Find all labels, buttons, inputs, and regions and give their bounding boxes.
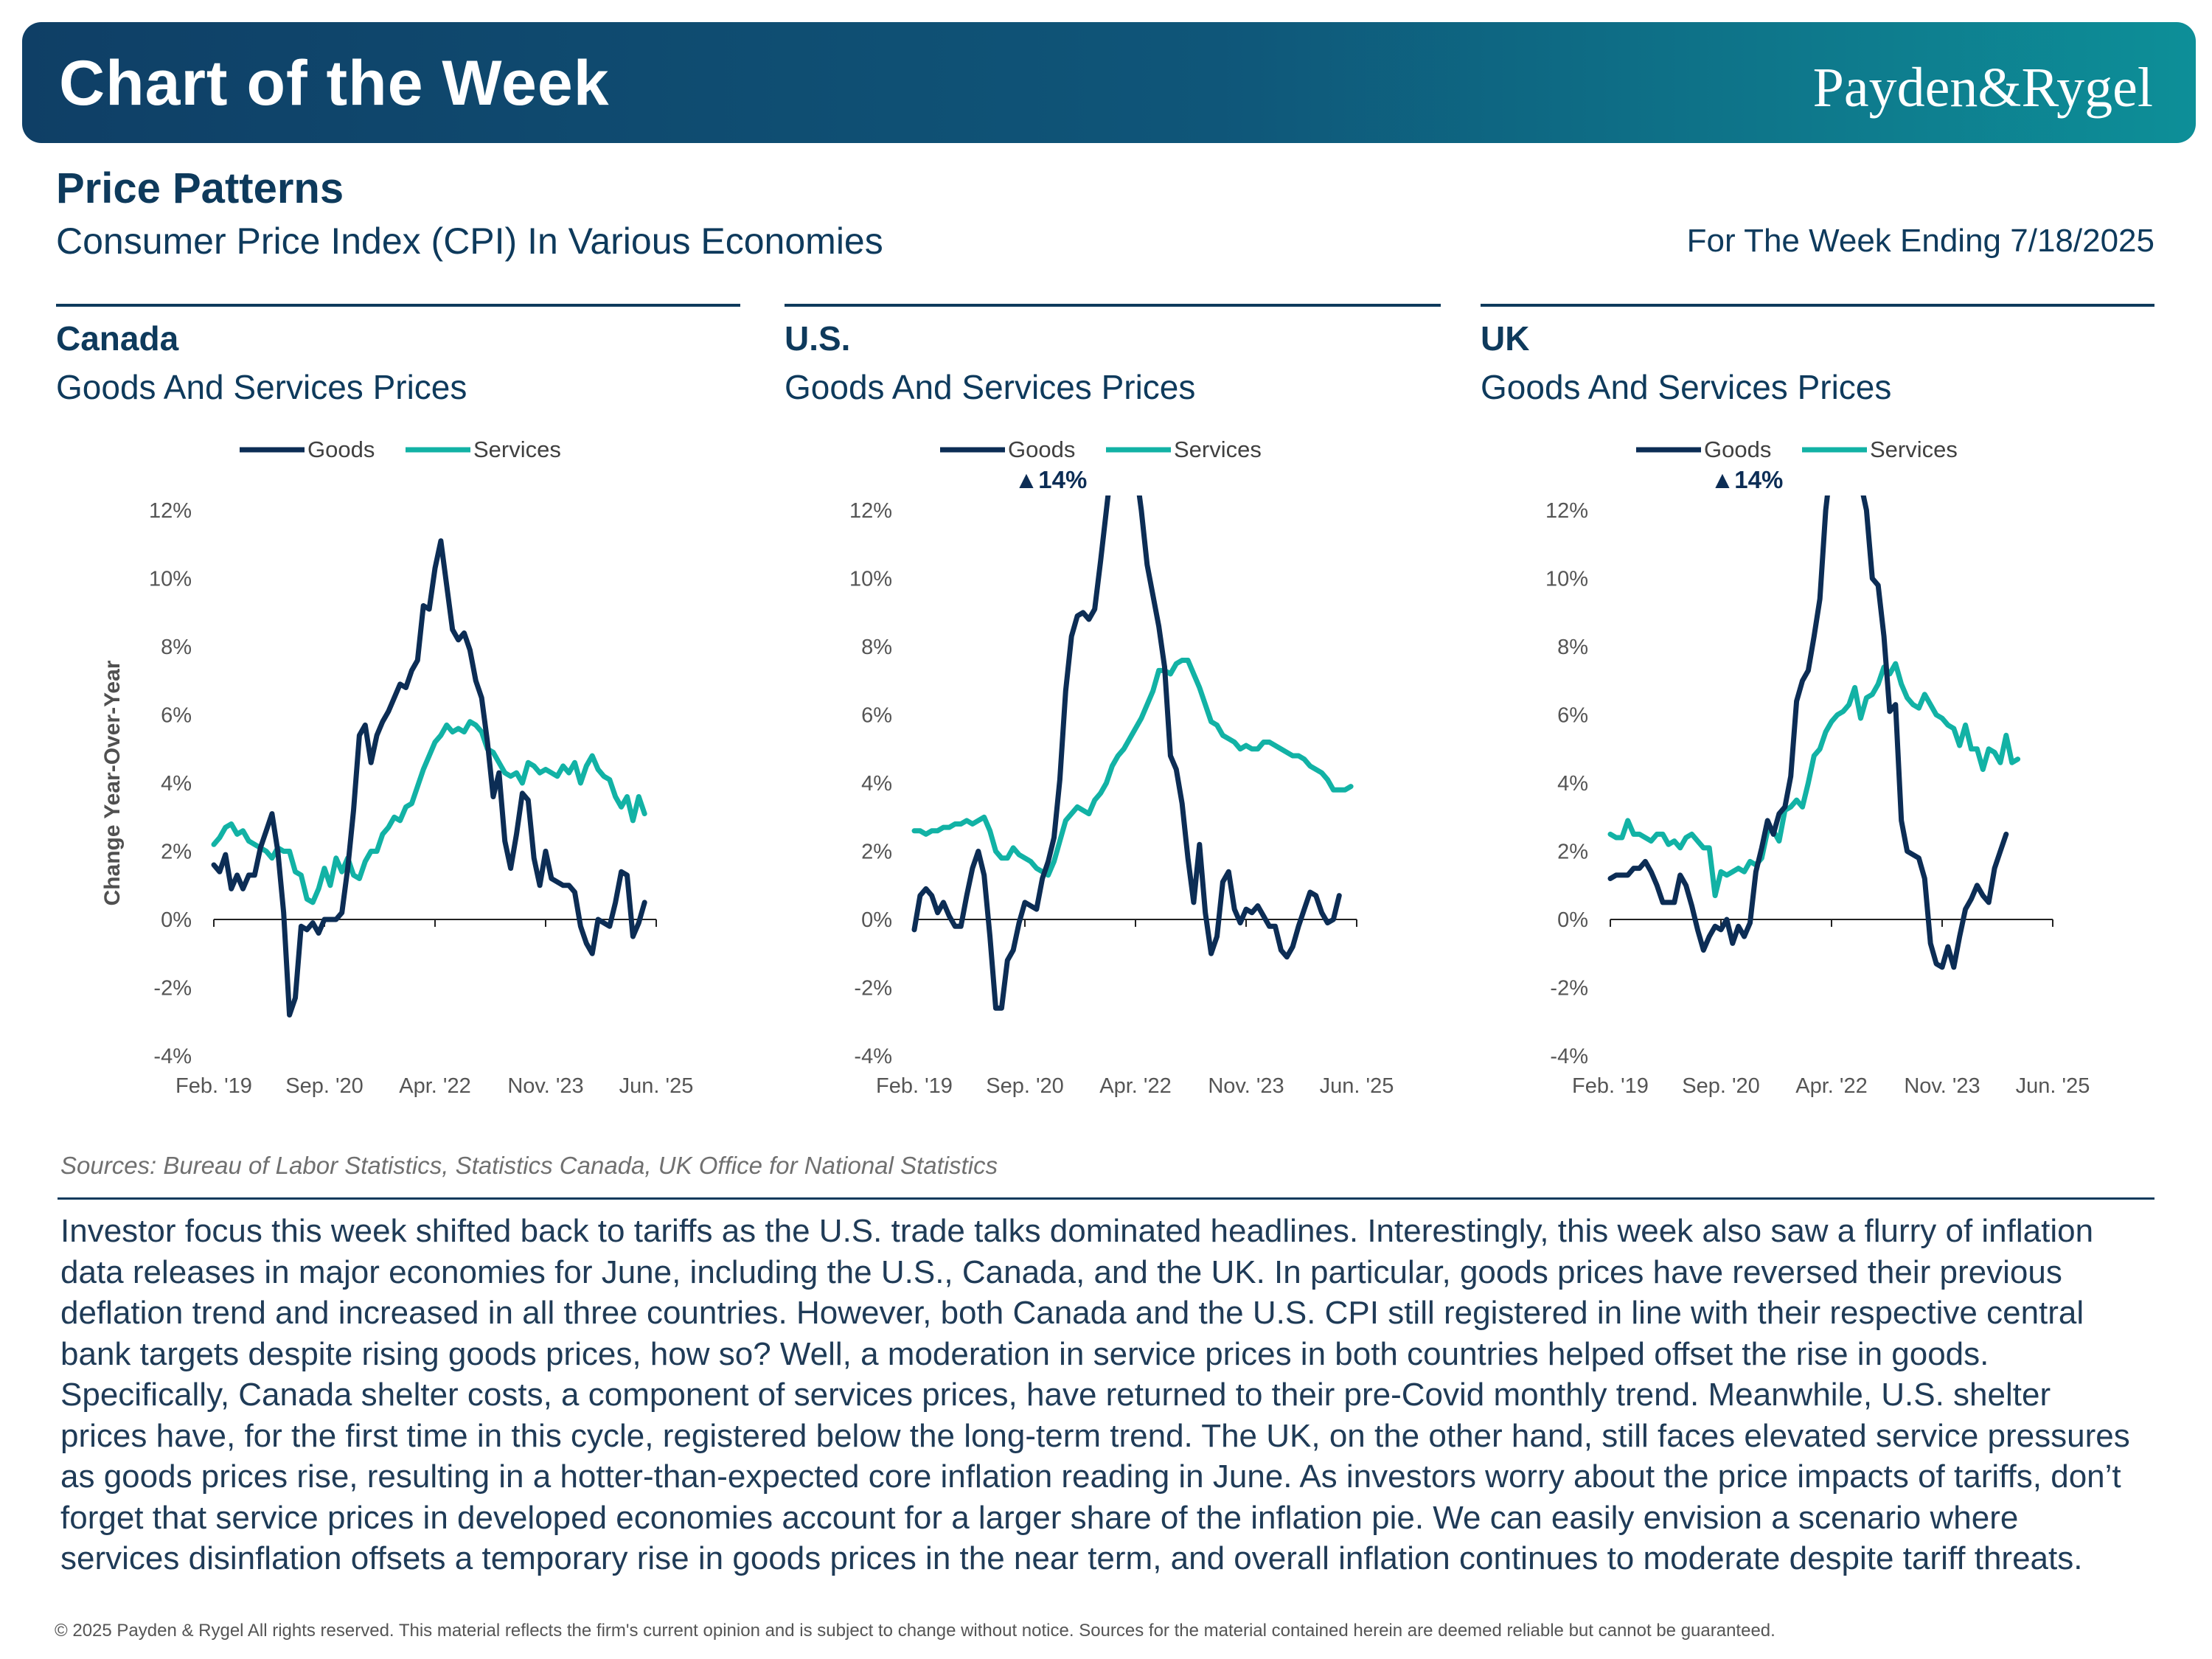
company-logo: Payden&Rygel: [1812, 57, 2153, 119]
legend-label-services: Services: [473, 437, 561, 462]
commentary-line: data releases in major economies for Jun…: [60, 1253, 2062, 1290]
y-tick-label: 6%: [161, 704, 192, 728]
x-tick-label: Sep. '20: [1682, 1074, 1760, 1098]
x-tick-label: Apr. '22: [1099, 1074, 1171, 1098]
y-tick-label: 0%: [1557, 908, 1588, 932]
commentary-line: Investor focus this week shifted back to…: [60, 1213, 2094, 1249]
x-tick-label: Apr. '22: [399, 1074, 470, 1098]
legend-label-goods: Goods: [1704, 437, 1771, 462]
panel-divider: [785, 304, 1441, 307]
y-axis-label: Change Year-Over-Year: [100, 660, 125, 905]
y-tick-label: 0%: [861, 908, 892, 932]
commentary-line: prices have, for the first time in this …: [60, 1417, 2130, 1454]
panel-subtitle-canada: Goods And Services Prices: [56, 368, 467, 406]
y-tick-label: 8%: [861, 636, 892, 659]
x-tick-label: Jun. '25: [619, 1074, 694, 1098]
series-line-services: [911, 658, 1354, 878]
y-tick-label: 10%: [149, 568, 192, 591]
legend-label-services: Services: [1870, 437, 1958, 462]
y-tick-label: 12%: [849, 499, 892, 523]
y-tick-label: 8%: [1557, 636, 1588, 659]
y-tick-label: -4%: [854, 1045, 892, 1068]
x-tick-label: Feb. '19: [876, 1074, 953, 1098]
commentary-line: bank targets despite rising goods prices…: [60, 1335, 1989, 1372]
week-ending: For The Week Ending 7/18/2025: [1686, 223, 2154, 259]
x-tick-label: Sep. '20: [986, 1074, 1064, 1098]
commentary-line: deflation trend and increased in all thr…: [60, 1295, 2084, 1331]
panel-subtitle-us: Goods And Services Prices: [785, 368, 1196, 406]
panel-divider: [1481, 304, 2154, 307]
x-tick-label: Nov. '23: [1208, 1074, 1284, 1098]
series-line-goods: [1607, 495, 2009, 970]
x-tick-label: Feb. '19: [1572, 1074, 1649, 1098]
commentary-line: Specifically, Canada shelter costs, a co…: [60, 1377, 2051, 1413]
x-tick-label: Jun. '25: [2016, 1074, 2090, 1098]
chart-canada: 12% 10% 8% 6% 4% 2% 0% -2% -4% Feb. '19 Sep. '20 Ap…: [100, 437, 694, 1098]
legend-label-services: Services: [1174, 437, 1262, 462]
y-tick-label: -2%: [1550, 977, 1588, 1001]
peak-annotation: ▲14%: [1711, 466, 1784, 493]
panel-country-us: U.S.: [785, 319, 851, 358]
y-tick-label: 2%: [1557, 841, 1588, 864]
series-line-services: [211, 719, 647, 905]
y-tick-label: 6%: [861, 704, 892, 728]
commentary-line: as goods prices rise, resulting in a hot…: [60, 1458, 2121, 1495]
panel-country-canada: Canada: [56, 319, 179, 358]
chart-uk: 12% 10% 8% 6% 4% 2% 0% -2% -4% Feb. '19 Sep. '20 Ap…: [1545, 437, 2090, 1098]
y-tick-label: 0%: [161, 908, 192, 932]
x-tick-label: Nov. '23: [1904, 1074, 1980, 1098]
body-divider: [58, 1197, 2154, 1200]
y-tick-label: 10%: [1545, 568, 1588, 591]
sources-note: Sources: Bureau of Labor Statistics, Sta…: [60, 1152, 998, 1179]
y-tick-label: 2%: [861, 841, 892, 864]
legend-label-goods: Goods: [1008, 437, 1075, 462]
y-tick-label: -4%: [1550, 1045, 1588, 1068]
y-tick-label: 10%: [849, 568, 892, 591]
panel-divider: [56, 304, 740, 307]
y-tick-label: 4%: [861, 772, 892, 796]
commentary-line: services disinflation offsets a temporar…: [60, 1540, 2083, 1576]
x-tick-label: Sep. '20: [285, 1074, 364, 1098]
y-tick-label: 6%: [1557, 704, 1588, 728]
y-tick-label: -4%: [153, 1045, 192, 1068]
x-tick-label: Nov. '23: [507, 1074, 583, 1098]
chart-us: 12% 10% 8% 6% 4% 2% 0% -2% -4% Feb. '19 Sep. '20 Ap…: [849, 437, 1394, 1098]
y-tick-label: 2%: [161, 841, 192, 864]
header-banner: Chart of the Week Payden&Rygel: [22, 22, 2196, 143]
page-title: Price Patterns: [56, 164, 344, 212]
y-tick-label: 8%: [161, 636, 192, 659]
y-tick-label: -2%: [153, 977, 192, 1001]
y-tick-label: 12%: [149, 499, 192, 523]
footer-disclaimer: © 2025 Payden & Rygel All rights reserve…: [55, 1621, 1775, 1641]
x-tick-label: Feb. '19: [175, 1074, 252, 1098]
panel-subtitle-uk: Goods And Services Prices: [1481, 368, 1892, 406]
legend-label-goods: Goods: [307, 437, 375, 462]
header-title: Chart of the Week: [59, 48, 610, 119]
x-tick-label: Jun. '25: [1320, 1074, 1394, 1098]
panel-country-uk: UK: [1481, 319, 1530, 358]
series-line-goods: [211, 538, 647, 1018]
series-line-goods: [911, 495, 1342, 1011]
page-subtitle: Consumer Price Index (CPI) In Various Ec…: [56, 220, 883, 262]
peak-annotation: ▲14%: [1015, 466, 1088, 493]
x-tick-label: Apr. '22: [1795, 1074, 1867, 1098]
y-tick-label: 4%: [161, 772, 192, 796]
commentary-line: forget that service prices in developed …: [60, 1499, 2019, 1536]
y-tick-label: 12%: [1545, 499, 1588, 523]
commentary: Investor focus this week shifted back to…: [60, 1211, 2169, 1579]
y-tick-label: -2%: [854, 977, 892, 1001]
y-tick-label: 4%: [1557, 772, 1588, 796]
series-line-services: [1607, 661, 2021, 899]
